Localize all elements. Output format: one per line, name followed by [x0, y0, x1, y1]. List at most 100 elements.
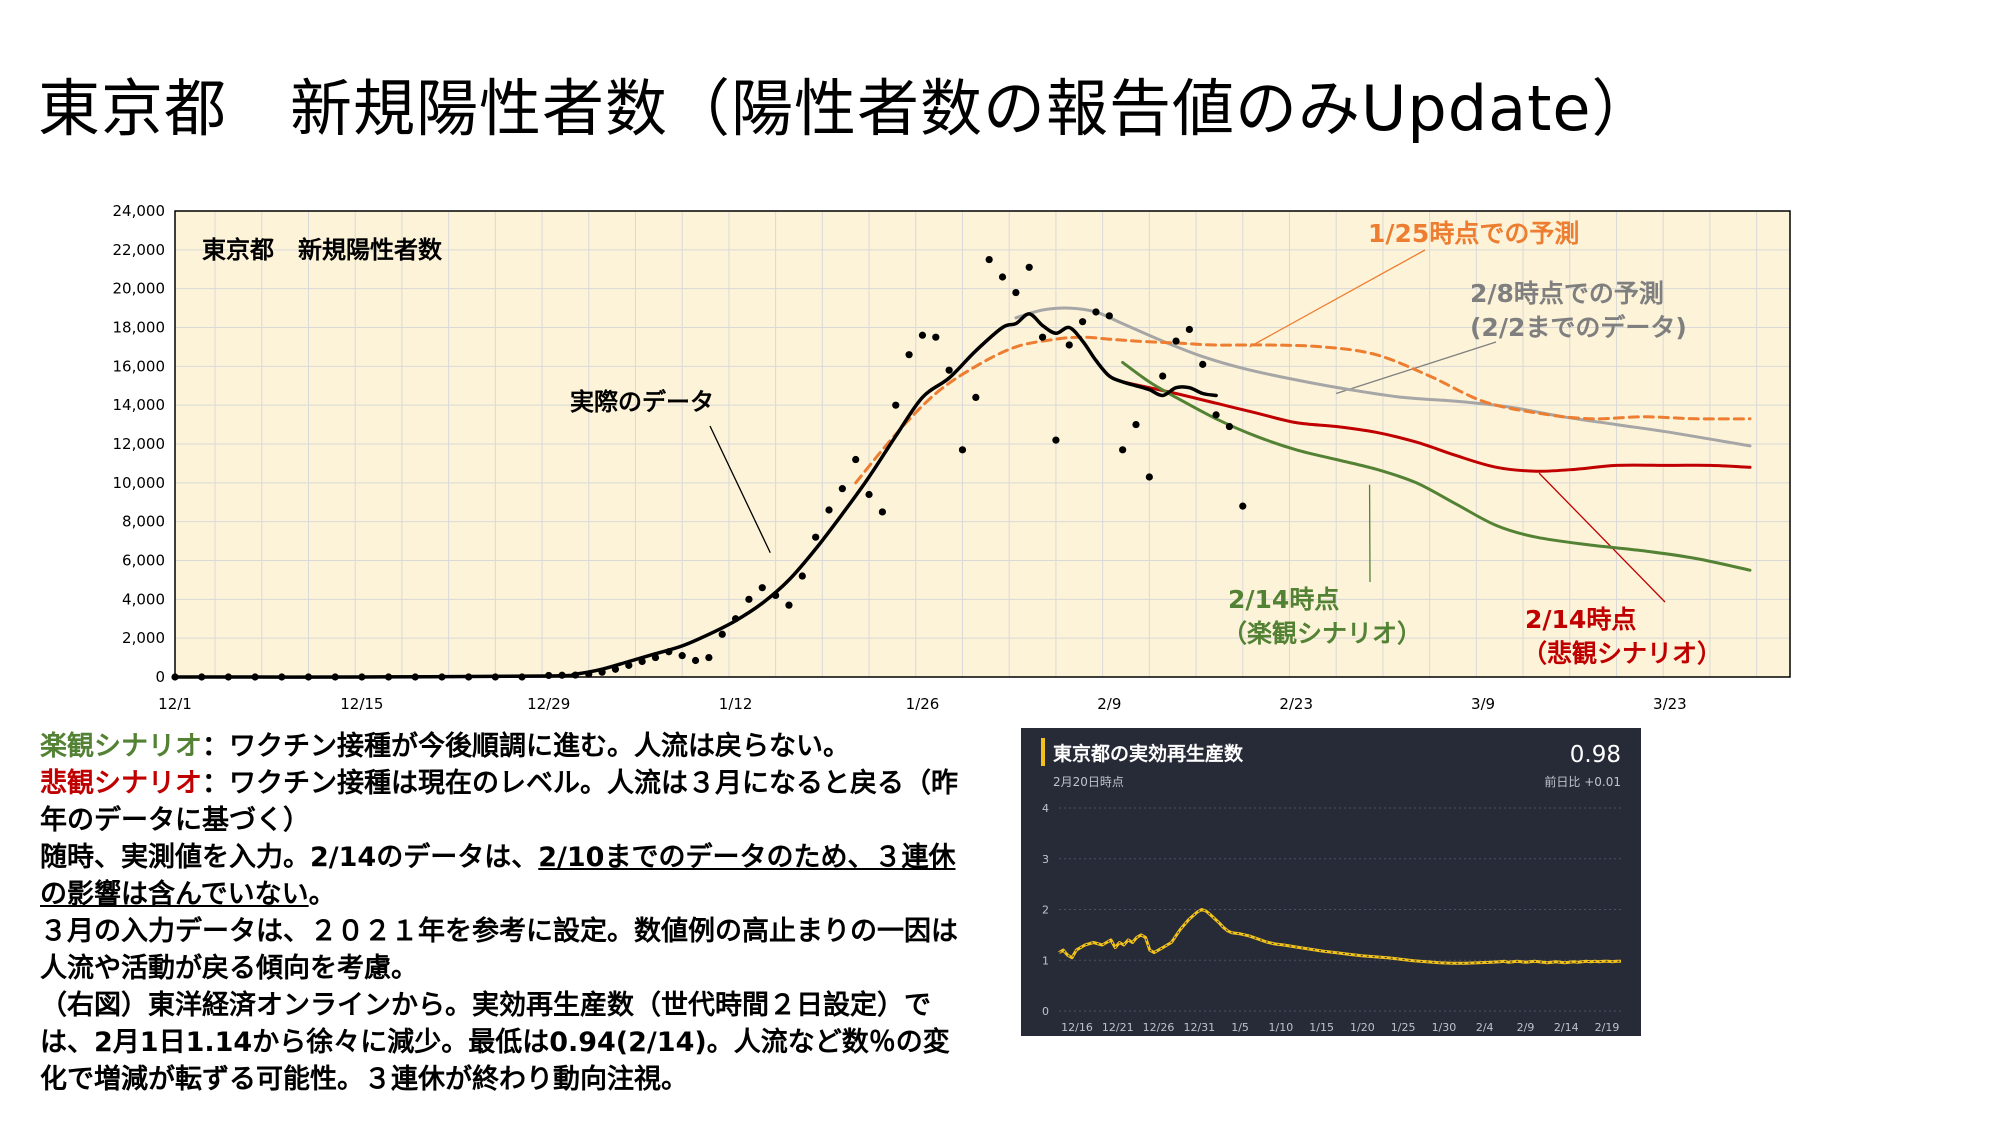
- rt-y-axis-ticks: 0 1 2 3 4: [1042, 802, 1049, 1018]
- daily-point: [972, 393, 980, 401]
- series-pessimistic: [1121, 380, 1752, 473]
- daily-point: [251, 673, 259, 681]
- daily-point: [198, 673, 206, 681]
- daily-point: [1172, 337, 1180, 345]
- y-tick-label: 8,000: [122, 513, 165, 531]
- series-forecast-0125: [854, 335, 1752, 485]
- rt-y-tick-label: 4: [1042, 802, 1049, 815]
- daily-point: [585, 670, 593, 678]
- daily-point: [958, 446, 967, 454]
- rt-x-tick-label: 2/9: [1517, 1021, 1535, 1034]
- daily-point: [772, 591, 780, 600]
- note-input-a: 随時、実測値を入力。2/14のデータは、: [40, 842, 539, 873]
- x-tick-label: 3/9: [1471, 695, 1495, 710]
- rt-y-tick-label: 0: [1042, 1005, 1049, 1018]
- x-tick-label: 1/12: [719, 695, 753, 710]
- daily-point: [1119, 446, 1127, 454]
- daily-point: [1212, 411, 1220, 419]
- rt-title-bar: [1041, 738, 1045, 766]
- daily-point: [905, 351, 913, 359]
- daily-point: [1239, 502, 1247, 510]
- daily-point: [638, 657, 646, 666]
- rt-x-tick-label: 12/21: [1102, 1021, 1134, 1034]
- daily-point: [852, 455, 860, 464]
- leader-pessimistic: [1538, 472, 1666, 603]
- note-right-figure: （右図）東洋経済オンラインから。実効再生産数（世代時間２日設定）では、2月1日1…: [40, 990, 950, 1095]
- rt-value: 0.98: [1570, 742, 1621, 768]
- daily-point: [331, 673, 339, 681]
- rt-y-tick-label: 1: [1042, 954, 1049, 967]
- daily-point: [304, 673, 313, 681]
- daily-point: [945, 366, 953, 374]
- daily-point: [1092, 308, 1100, 316]
- note-pessimistic: 悲観シナリオ：ワクチン接種は現在のレベル。人流は３月になると戻る（昨年のデータに…: [40, 765, 970, 839]
- chart-series: [173, 306, 1752, 679]
- daily-point: [878, 508, 886, 516]
- daily-point: [892, 401, 900, 409]
- daily-point: [651, 653, 660, 662]
- y-tick-label: 6,000: [122, 552, 165, 570]
- note-input-b: 2/10までのデータのため、３連休の影響は含んでいない: [40, 842, 956, 910]
- x-tick-label: 2/23: [1279, 695, 1313, 710]
- daily-point: [665, 648, 673, 656]
- rt-x-tick-label: 1/30: [1432, 1021, 1457, 1034]
- rt-x-tick-label: 2/14: [1554, 1021, 1579, 1034]
- y-tick-label: 4,000: [122, 590, 165, 608]
- y-tick-label: 22,000: [113, 241, 166, 259]
- daily-point: [1052, 436, 1060, 444]
- rt-y-tick-label: 2: [1042, 904, 1049, 917]
- x-tick-label: 1/26: [906, 695, 940, 710]
- y-tick-label: 0: [155, 668, 165, 686]
- chart-gridlines: [174, 210, 1791, 678]
- daily-point: [224, 673, 232, 681]
- daily-point: [1199, 360, 1207, 368]
- daily-point: [598, 668, 606, 676]
- daily-point: [358, 673, 366, 681]
- rt-gridlines: [1059, 807, 1621, 1012]
- rt-subtitle: 2月20日時点: [1053, 775, 1124, 789]
- rt-x-tick-label: 2/19: [1595, 1021, 1620, 1034]
- daily-point: [758, 584, 766, 592]
- daily-point: [611, 665, 620, 673]
- rt-chart: 東京都の実効再生産数 2月20日時点 0.98 前日比 +0.01 01234 …: [1041, 738, 1621, 1034]
- daily-point: [838, 485, 846, 493]
- y-tick-label: 14,000: [113, 396, 166, 414]
- rt-x-tick-label: 1/10: [1268, 1021, 1293, 1034]
- notes: 楽観シナリオ：ワクチン接種が今後順調に進む。人流は戻らない。 悲観シナリオ：ワク…: [40, 728, 970, 1098]
- note-pessimistic-label: 悲観シナリオ: [40, 768, 202, 799]
- daily-point: [411, 673, 419, 681]
- note-pessimistic-text: ：ワクチン接種は現在のレベル。人流は３月になると戻る（昨年のデータに基づく）: [40, 768, 958, 836]
- note-input-c: 。: [308, 879, 336, 910]
- daily-point: [932, 333, 940, 341]
- x-tick-label: 12/1: [158, 695, 192, 710]
- annotation-optimistic-note: （楽観シナリオ）: [1222, 619, 1422, 648]
- daily-points: [171, 255, 1247, 681]
- daily-point: [785, 601, 793, 609]
- rt-x-axis-ticks: 12/16 12/21 12/26 12/31 1/5 1/10 1/15 1/20 1/25 1…: [1061, 1021, 1619, 1034]
- y-tick-label: 10,000: [113, 474, 166, 492]
- note-optimistic-text: ：ワクチン接種が今後順調に進む。人流は戻らない。: [202, 731, 850, 762]
- y-tick-label: 2,000: [122, 629, 165, 647]
- note-optimistic-label: 楽観シナリオ: [40, 731, 202, 762]
- daily-point: [731, 615, 740, 623]
- note-optimistic: 楽観シナリオ：ワクチン接種が今後順調に進む。人流は戻らない。: [40, 728, 970, 765]
- daily-point: [171, 673, 179, 681]
- annotation-optimistic: 2/14時点: [1228, 585, 1339, 614]
- daily-point: [625, 661, 633, 669]
- rt-line: [1058, 908, 1621, 965]
- daily-point: [918, 331, 927, 339]
- leader-forecast-0208: [1335, 341, 1497, 395]
- annotation-pessimistic: 2/14時点: [1525, 605, 1636, 634]
- annotation-forecast-0208-note: (2/2までのデータ): [1470, 313, 1687, 342]
- daily-point: [1025, 263, 1033, 271]
- leader-forecast-0125: [1249, 249, 1426, 348]
- daily-point: [865, 490, 873, 499]
- y-tick-label: 18,000: [113, 319, 166, 337]
- y-tick-label: 20,000: [113, 280, 166, 298]
- daily-point: [278, 673, 286, 681]
- daily-point: [491, 673, 499, 681]
- rt-y-tick-label: 3: [1042, 853, 1049, 866]
- daily-point: [1132, 420, 1140, 429]
- rt-title: 東京都の実効再生産数: [1053, 742, 1244, 765]
- note-input: 随時、実測値を入力。2/14のデータは、2/10までのデータのため、３連休の影響…: [40, 839, 970, 913]
